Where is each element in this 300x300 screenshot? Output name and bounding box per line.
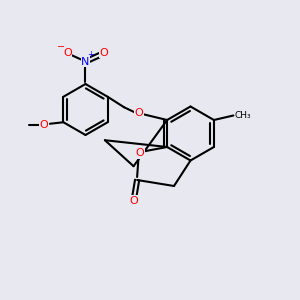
Text: N: N	[81, 56, 90, 67]
Text: O: O	[135, 108, 143, 118]
Text: O: O	[40, 120, 48, 130]
Text: CH₃: CH₃	[235, 111, 251, 120]
Text: O: O	[99, 47, 108, 58]
Text: +: +	[88, 50, 94, 58]
Text: −: −	[57, 42, 66, 52]
Text: O: O	[130, 196, 139, 206]
Text: O: O	[63, 47, 72, 58]
Text: O: O	[136, 148, 145, 158]
